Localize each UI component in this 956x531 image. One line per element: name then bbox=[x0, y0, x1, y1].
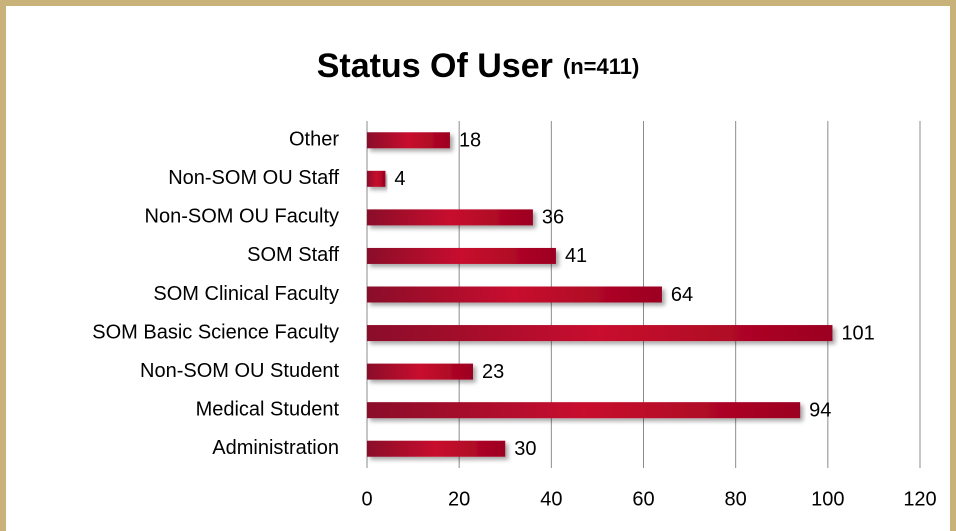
bar bbox=[367, 363, 473, 380]
x-tick-label: 80 bbox=[725, 488, 747, 510]
y-tick-label: SOM Staff bbox=[247, 244, 339, 266]
subtitle: (n=411) bbox=[563, 54, 639, 79]
chart-title: Status Of User (n=411) bbox=[317, 47, 640, 85]
y-tick-label: SOM Clinical Faculty bbox=[153, 283, 339, 305]
bar bbox=[367, 170, 386, 187]
value-label: 94 bbox=[809, 399, 831, 421]
bar bbox=[367, 209, 533, 226]
y-tick-label: Medical Student bbox=[196, 398, 340, 420]
x-tick-label: 120 bbox=[903, 488, 936, 510]
y-tick-label: Other bbox=[289, 129, 339, 151]
value-label: 4 bbox=[394, 168, 405, 190]
x-tick-label: 100 bbox=[811, 488, 844, 510]
bar bbox=[367, 440, 506, 457]
value-label: 30 bbox=[514, 438, 536, 460]
bar bbox=[367, 325, 833, 342]
value-label: 64 bbox=[671, 284, 693, 306]
value-label: 23 bbox=[482, 361, 504, 383]
y-tick-label: Non-SOM OU Student bbox=[140, 360, 339, 382]
value-label: 41 bbox=[565, 245, 587, 267]
y-tick-label: SOM Basic Science Faculty bbox=[92, 321, 339, 343]
y-tick-label: Non-SOM OU Faculty bbox=[145, 206, 339, 228]
x-tick-label: 60 bbox=[632, 488, 654, 510]
value-label: 18 bbox=[459, 130, 481, 152]
y-tick-label: Administration bbox=[212, 437, 339, 459]
x-tick-label: 0 bbox=[361, 488, 372, 510]
bar bbox=[367, 402, 801, 419]
value-label: 36 bbox=[542, 207, 564, 229]
bar bbox=[367, 132, 450, 149]
title: Status Of User bbox=[317, 47, 553, 85]
bar bbox=[367, 247, 556, 264]
y-tick-label: Non-SOM OU Staff bbox=[168, 167, 339, 189]
value-label: 101 bbox=[841, 322, 874, 344]
x-tick-label: 40 bbox=[540, 488, 562, 510]
x-tick-label: 20 bbox=[448, 488, 470, 510]
bar bbox=[367, 286, 662, 303]
